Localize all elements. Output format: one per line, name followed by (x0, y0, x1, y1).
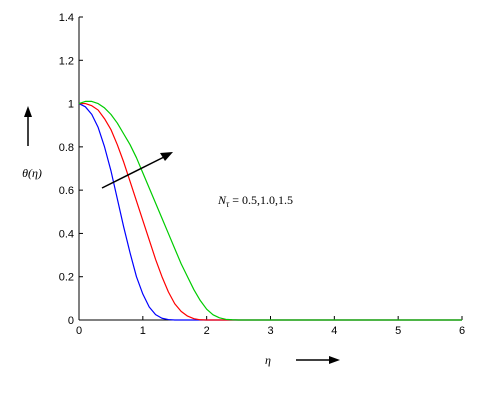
series-line-1 (78, 103, 462, 321)
x-tick-label: 1 (140, 325, 146, 337)
annotation-label: Nτ = 0.5,1.0,1.5 (217, 193, 293, 209)
y-tick-label: 0.8 (59, 142, 74, 154)
ticks: 0 1 2 3 4 5 6 0 0.2 0.4 0.6 0.8 1 1.2 1.4 (59, 12, 465, 337)
x-tick-label: 4 (331, 325, 337, 337)
series-line-3 (78, 100, 462, 321)
y-axis-arrow (24, 106, 32, 146)
y-tick-label: 0.4 (59, 228, 74, 240)
y-tick-label: 0.6 (59, 185, 74, 197)
x-axis-label: η (265, 353, 271, 367)
annotation-arrow (101, 152, 173, 189)
y-tick-label: 1.4 (59, 12, 74, 24)
x-tick-label: 6 (459, 325, 465, 337)
y-axis-label: θ(η) (22, 166, 42, 180)
x-tick-label: 3 (267, 325, 273, 337)
y-tick-label: 1.2 (59, 55, 74, 67)
x-tick-label: 0 (76, 325, 82, 337)
y-tick-label: 0.2 (59, 272, 74, 284)
y-tick-label: 1 (68, 99, 74, 111)
x-tick-label: 5 (395, 325, 401, 337)
x-tick-label: 2 (204, 325, 210, 337)
series-lines (78, 100, 462, 321)
y-tick-label: 0 (68, 315, 74, 327)
series-line-2 (79, 102, 462, 321)
x-axis-arrow (296, 356, 340, 364)
